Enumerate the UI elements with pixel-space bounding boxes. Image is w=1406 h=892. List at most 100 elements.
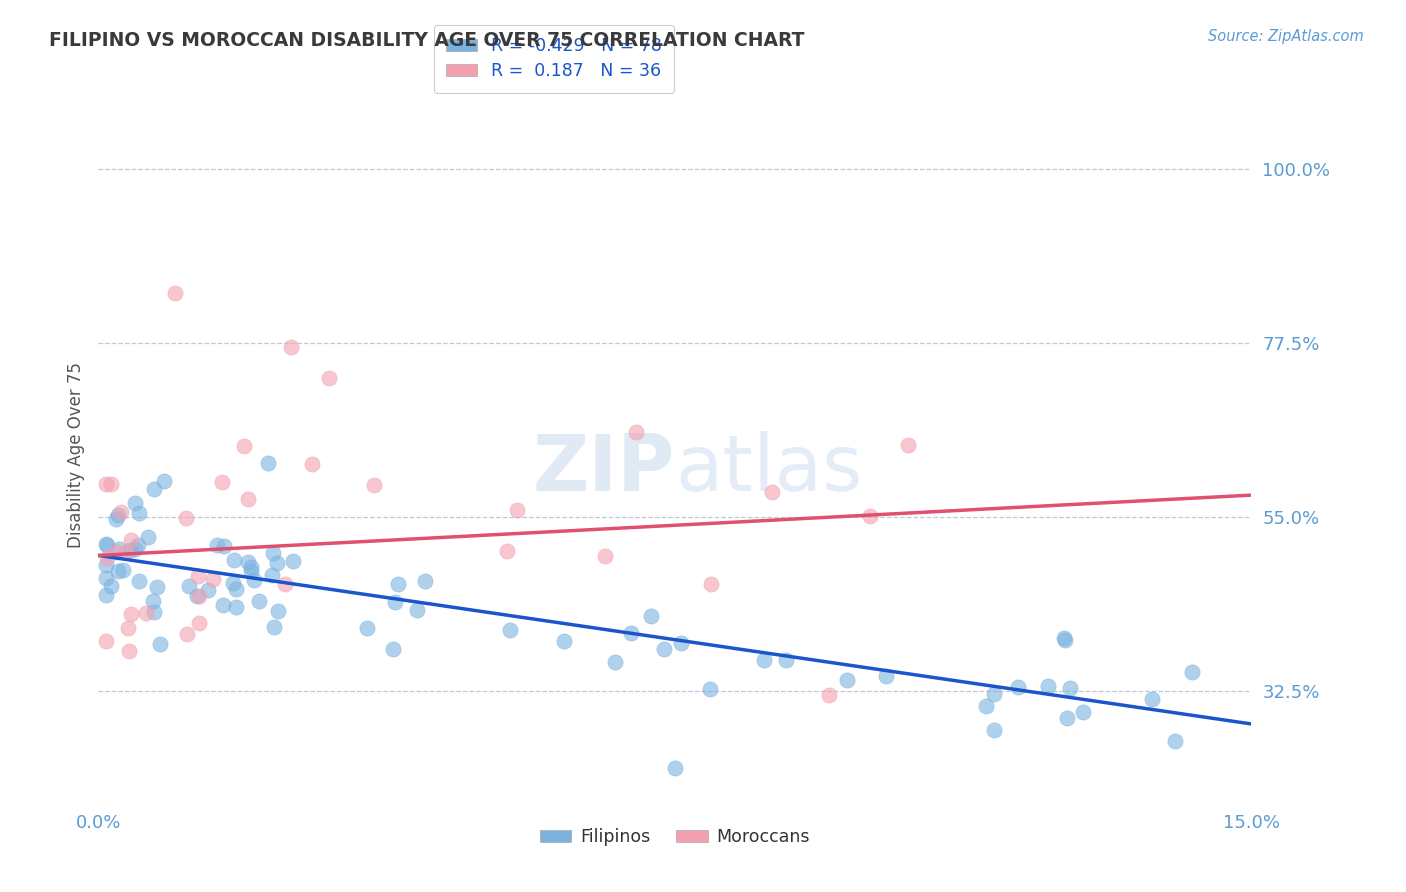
Point: [1059, 681, 1081, 695]
Point: [121, 607, 143, 621]
Point: [752, 653, 775, 667]
Point: [143, 605, 166, 619]
Point: [118, 644, 141, 658]
Point: [212, 539, 235, 553]
Point: [128, 574, 150, 588]
Point: [387, 577, 409, 591]
Point: [100, 476, 122, 491]
Point: [112, 563, 135, 577]
Point: [124, 542, 146, 557]
Point: [974, 698, 997, 713]
Point: [664, 761, 686, 775]
Point: [211, 475, 233, 489]
Point: [239, 564, 262, 578]
Point: [669, 636, 692, 650]
Point: [96, 551, 118, 566]
Point: [149, 637, 172, 651]
Point: [640, 609, 662, 624]
Point: [318, 370, 340, 384]
Point: [262, 567, 284, 582]
Point: [262, 546, 284, 560]
Point: [212, 599, 235, 613]
Point: [174, 510, 197, 524]
Point: [94, 588, 117, 602]
Point: [135, 606, 157, 620]
Point: [188, 589, 211, 603]
Point: [266, 556, 288, 570]
Point: [406, 603, 429, 617]
Point: [413, 574, 436, 588]
Point: [356, 620, 378, 634]
Point: [983, 687, 1005, 701]
Point: [301, 457, 323, 471]
Point: [94, 633, 117, 648]
Point: [107, 564, 129, 578]
Point: [142, 594, 165, 608]
Point: [1038, 679, 1060, 693]
Point: [94, 476, 117, 491]
Point: [118, 543, 141, 558]
Point: [256, 456, 278, 470]
Point: [115, 545, 138, 559]
Point: [499, 623, 522, 637]
Point: [153, 474, 176, 488]
Point: [94, 571, 117, 585]
Point: [222, 575, 245, 590]
Point: [176, 627, 198, 641]
Point: [506, 503, 529, 517]
Point: [1053, 631, 1076, 645]
Point: [201, 572, 224, 586]
Point: [266, 603, 288, 617]
Point: [263, 620, 285, 634]
Text: Source: ZipAtlas.com: Source: ZipAtlas.com: [1208, 29, 1364, 44]
Point: [817, 688, 839, 702]
Point: [761, 484, 783, 499]
Point: [273, 576, 295, 591]
Point: [124, 496, 146, 510]
Point: [897, 438, 920, 452]
Point: [225, 599, 247, 614]
Point: [1053, 632, 1076, 647]
Point: [496, 543, 519, 558]
Point: [242, 573, 264, 587]
Point: [127, 538, 149, 552]
Point: [699, 577, 721, 591]
Point: [1071, 705, 1094, 719]
Point: [107, 508, 129, 523]
Point: [110, 505, 132, 519]
Point: [96, 538, 118, 552]
Point: [117, 621, 139, 635]
Point: [283, 554, 305, 568]
Point: [94, 537, 117, 551]
Point: [699, 682, 721, 697]
Point: [595, 549, 617, 564]
Point: [104, 512, 127, 526]
Point: [238, 491, 260, 506]
Point: [247, 594, 270, 608]
Point: [1007, 680, 1029, 694]
Point: [104, 545, 127, 559]
Text: FILIPINO VS MOROCCAN DISABILITY AGE OVER 75 CORRELATION CHART: FILIPINO VS MOROCCAN DISABILITY AGE OVER…: [49, 31, 804, 50]
Point: [197, 583, 219, 598]
Point: [983, 723, 1005, 738]
Point: [605, 655, 627, 669]
Point: [384, 595, 406, 609]
Point: [835, 673, 858, 687]
Point: [108, 542, 131, 557]
Point: [626, 425, 648, 439]
Point: [100, 579, 122, 593]
Point: [238, 555, 260, 569]
Point: [136, 530, 159, 544]
Point: [94, 558, 117, 572]
Legend: Filipinos, Moroccans: Filipinos, Moroccans: [533, 822, 817, 854]
Point: [1164, 734, 1187, 748]
Point: [233, 439, 256, 453]
Point: [280, 340, 302, 354]
Point: [240, 560, 263, 574]
Point: [143, 482, 166, 496]
Point: [146, 580, 169, 594]
Point: [553, 633, 575, 648]
Point: [652, 641, 675, 656]
Point: [205, 538, 228, 552]
Point: [875, 669, 897, 683]
